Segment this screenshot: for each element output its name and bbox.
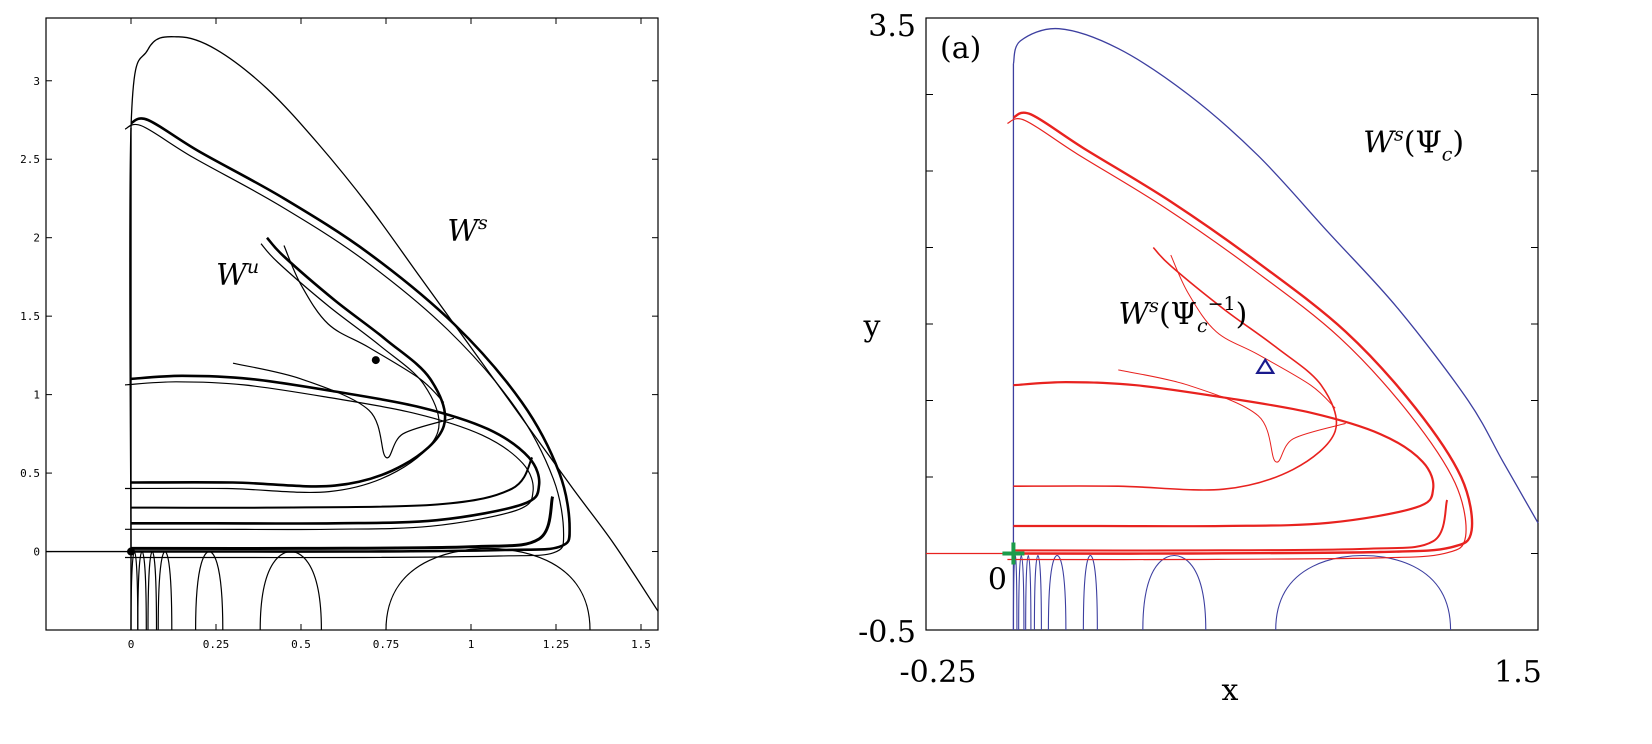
- manifold-label-superscript: u: [247, 256, 259, 278]
- stable-manifold-arch: [1033, 554, 1042, 631]
- right-axis-ticks: [926, 17, 1538, 631]
- stable-manifold-curve: [1012, 27, 1539, 524]
- unstable-manifold-lobe-curve: [130, 236, 447, 488]
- unstable-manifold-strand: [1013, 499, 1449, 552]
- left-curves: [46, 35, 659, 631]
- x-tick-label: -0.25: [900, 655, 977, 690]
- right-curves: [926, 27, 1539, 631]
- y-axis-label: y: [863, 309, 881, 344]
- unstable-manifold-lobe-curve-strand: [124, 243, 440, 494]
- unstable-manifold-lobe-curve: [130, 374, 541, 525]
- unstable-manifold-lobe-curve-strand: [124, 381, 534, 531]
- y-tick-label: 1: [33, 389, 40, 402]
- y-tick-label: 1.5: [20, 310, 40, 323]
- origin-label: 0: [988, 563, 1007, 598]
- left-x-axis-ticks: 0 0.25 0.5 0.75 1 1.25 1.5: [128, 18, 651, 651]
- x-tick-label: 1.5: [1494, 655, 1542, 690]
- manifold-label-superscript: s: [478, 212, 488, 234]
- stable-manifold-arch: [259, 550, 322, 631]
- right-labels: 3.5-0.5-0.25 1.5xy(a)0Ws(Ψc)Ws(Ψc−1): [858, 9, 1542, 708]
- unstable-manifold-strand: [130, 456, 534, 509]
- manifold-label-subscript: c: [1197, 315, 1208, 337]
- manifold-label-symbol: W: [1363, 126, 1396, 161]
- stable-manifold-curve: [129, 35, 659, 612]
- unstable-manifold-lobe: [1013, 246, 1338, 491]
- x-tick-label: 1.25: [543, 638, 570, 651]
- stable-manifold-arch: [1142, 554, 1207, 631]
- unstable-manifold-curve: [1012, 111, 1474, 555]
- y-tick-label: 2: [33, 232, 40, 245]
- left-annotations: Wu Ws: [216, 212, 488, 293]
- unstable-manifold-curve-strand: [124, 123, 565, 559]
- manifold-label: Ws(Ψc): [1363, 124, 1464, 166]
- y-tick-label: 3: [33, 75, 40, 88]
- y-tick-label: -0.5: [858, 615, 916, 650]
- manifold-label-argument: (Ψ: [1404, 126, 1442, 161]
- stable-manifold-arch: [1018, 554, 1025, 631]
- stable-manifold-arch: [147, 550, 158, 631]
- panel-label: (a): [940, 31, 981, 66]
- unstable-manifold-lobe: [1013, 380, 1435, 528]
- stable-manifold-arch: [195, 550, 224, 631]
- stable-manifold-arch: [1082, 554, 1098, 631]
- x-tick-label: 0: [128, 638, 135, 651]
- left-y-axis-ticks: 0 0.5 1 1.5 2 2.5 3: [20, 75, 658, 559]
- x-axis-label: x: [1222, 673, 1239, 708]
- manifold-label-argument: (Ψ: [1159, 297, 1197, 332]
- manifold-label-close: ): [1452, 126, 1464, 161]
- manifold-label-subscript: c: [1442, 144, 1453, 166]
- stable-manifold-arch: [130, 550, 139, 631]
- stable-manifold-arch: [1025, 554, 1032, 631]
- fixed-point-triangle-marker: [1255, 357, 1276, 374]
- stable-manifold-arch: [137, 550, 147, 631]
- unstable-manifold-fold: [232, 362, 455, 459]
- x-tick-label: 1: [468, 638, 475, 651]
- y-tick-label: 3.5: [868, 9, 916, 44]
- manifold-label-superscript: s: [1394, 124, 1404, 146]
- left-panel: 0 0.5 1 1.5 2 2.5 3 0 0.25 0.5 0.75 1 1.25 1.5 Wu Ws: [20, 17, 659, 651]
- stable-manifold-arch: [1047, 554, 1067, 631]
- manifold-label: Ws(Ψc−1): [1118, 293, 1247, 337]
- stable-manifold-arch: [1012, 554, 1018, 631]
- x-tick-label: 1.5: [631, 638, 651, 651]
- manifold-label-close: ): [1236, 297, 1248, 332]
- manifold-label-exponent: −1: [1208, 293, 1236, 315]
- right-markers: [1002, 357, 1276, 565]
- x-tick-label: 0.75: [373, 638, 400, 651]
- stable-manifold-arch: [385, 547, 591, 631]
- stable-manifold-arch: [157, 550, 173, 631]
- manifold-label-symbol: W: [1118, 297, 1151, 332]
- unstable-manifold-fold: [1170, 254, 1336, 409]
- unstable-manifold-fold: [283, 245, 445, 403]
- unstable-manifold-strand: [130, 496, 555, 551]
- y-tick-label: 2.5: [20, 153, 40, 166]
- right-plot-frame: [925, 17, 1539, 631]
- manifold-label: Ws: [447, 212, 488, 249]
- left-fixed-points: [127, 356, 380, 556]
- fixed-point-dot: [127, 547, 135, 556]
- unstable-manifold-curve: [130, 117, 571, 553]
- y-tick-label: 0.5: [20, 467, 40, 480]
- x-tick-label: 0.25: [203, 638, 230, 651]
- stable-manifold-arch: [1275, 554, 1452, 631]
- right-panel: 3.5-0.5-0.25 1.5xy(a)0Ws(Ψc)Ws(Ψc−1): [858, 9, 1542, 708]
- unstable-manifold-strand: [1007, 118, 1467, 561]
- fixed-point-dot: [371, 356, 380, 365]
- manifold-label: Wu: [216, 256, 259, 293]
- y-tick-label: 0: [33, 546, 40, 559]
- x-tick-label: 0.5: [291, 638, 311, 651]
- unstable-manifold-fold: [1118, 369, 1346, 463]
- manifold-label-superscript: s: [1149, 295, 1159, 317]
- left-plot-frame: [45, 17, 659, 631]
